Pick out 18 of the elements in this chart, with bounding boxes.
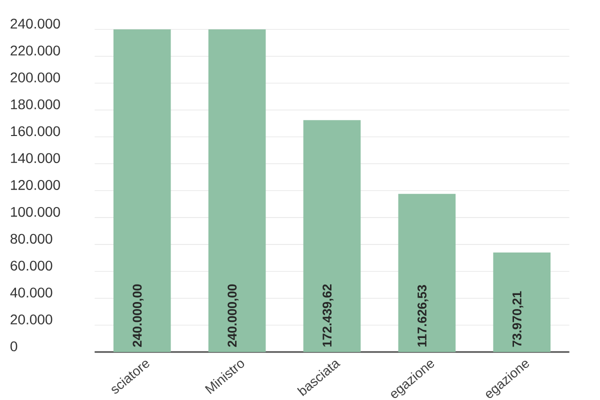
y-tick-label: 140.000 (11, 153, 60, 164)
data-label: 117.626,53 (418, 285, 428, 346)
data-label: 73.970,21 (512, 291, 524, 347)
y-tick-label: 80.000 (10, 234, 52, 244)
data-label: 172.439,62 (322, 284, 334, 346)
y-tick-label: 40.000 (10, 288, 52, 298)
data-label: 240.000,00 (228, 284, 238, 347)
y-tick-label: 180.000 (11, 99, 60, 110)
y-tick-label: 0 (10, 341, 18, 352)
y-tick-label: 220.000 (10, 46, 60, 56)
y-tick-label: 100.000 (11, 206, 60, 217)
y-tick-label: 120.000 (11, 180, 60, 190)
data-label: 240.000,00 (132, 284, 144, 347)
y-tick-label: 20.000 (10, 314, 52, 324)
y-tick-label: 160.000 (11, 126, 60, 136)
y-tick-label: 200.000 (10, 72, 60, 82)
y-tick-label: 240.000 (10, 18, 60, 29)
y-tick-label: 60.000 (10, 260, 52, 271)
